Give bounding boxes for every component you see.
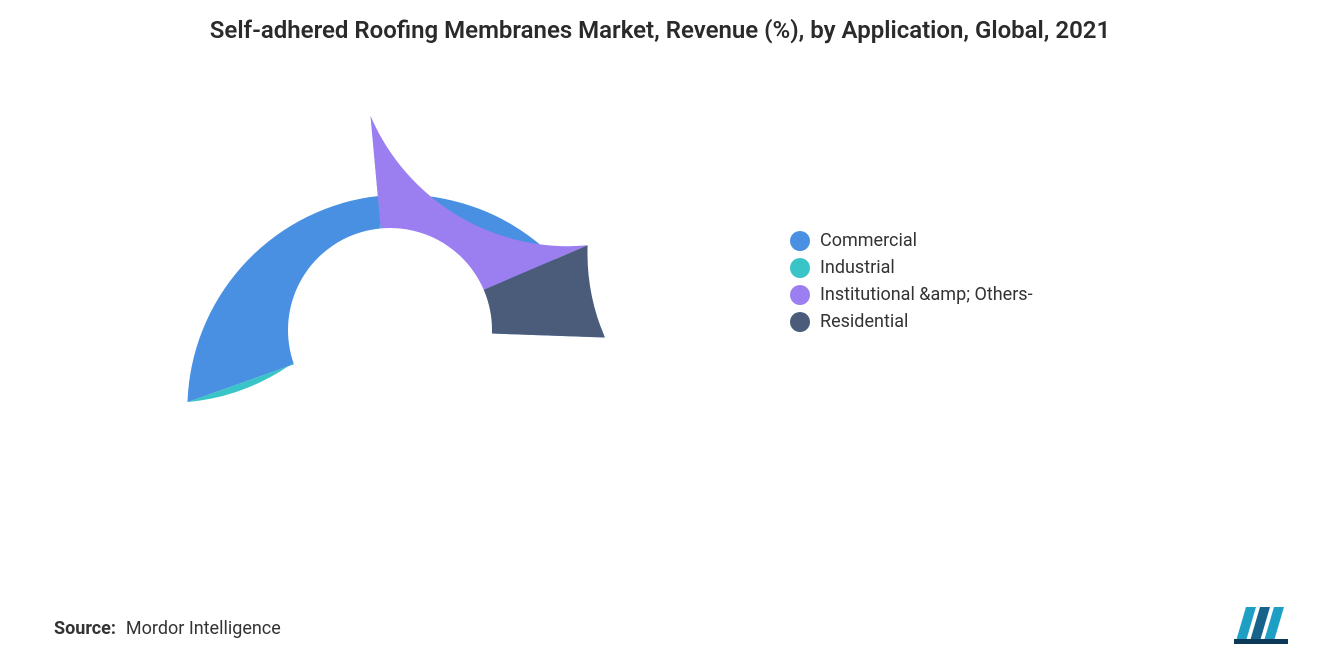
legend-swatch-icon <box>790 258 810 278</box>
legend-item: Industrial <box>790 257 1033 278</box>
brand-logo <box>1232 603 1292 645</box>
legend-item: Commercial <box>790 230 1033 251</box>
source-text: Mordor Intelligence <box>126 618 281 639</box>
donut-chart <box>170 110 610 550</box>
chart-title: Self-adhered Roofing Membranes Market, R… <box>0 0 1320 46</box>
legend-label: Commercial <box>820 230 917 251</box>
donut-hole <box>288 228 492 432</box>
legend-swatch-icon <box>790 285 810 305</box>
legend-item: Residential <box>790 311 1033 332</box>
legend: Commercial Industrial Institutional &amp; … <box>790 230 1033 332</box>
legend-label: Industrial <box>820 257 895 278</box>
source-line: Source: Mordor Intelligence <box>54 618 281 639</box>
legend-label: Institutional &amp; Others- <box>820 284 1033 305</box>
chart-area: Commercial Industrial Institutional &amp; … <box>0 90 1320 590</box>
legend-item: Institutional &amp; Others- <box>790 284 1033 305</box>
legend-label: Residential <box>820 311 908 332</box>
legend-swatch-icon <box>790 231 810 251</box>
source-label: Source: <box>54 618 116 639</box>
legend-swatch-icon <box>790 312 810 332</box>
